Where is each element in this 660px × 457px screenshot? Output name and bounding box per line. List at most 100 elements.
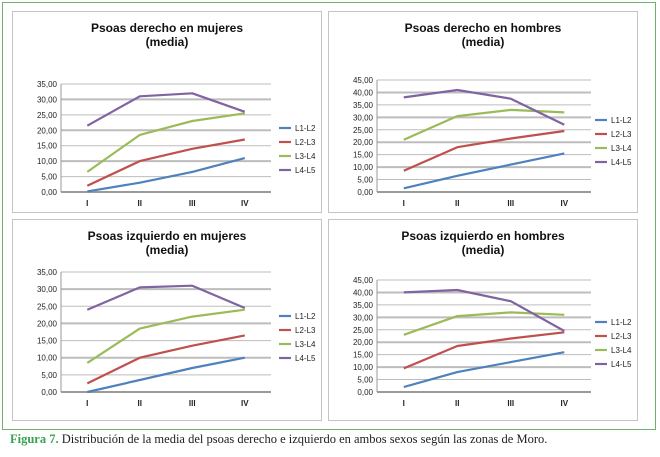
x-tick-label: III <box>189 399 196 408</box>
x-tick-label: IV <box>560 199 568 208</box>
legend-label-l3-l4: L3-L4 <box>611 346 632 355</box>
series-line-l3-l4 <box>403 311 565 336</box>
y-tick-label: 30,00 <box>37 285 58 294</box>
chart-svg-psoas-derecho-mujeres: Psoas derecho en mujeres(media) 0,00 5,00 1… <box>37 21 316 208</box>
legend-label-l1-l2: L1-L2 <box>295 124 316 133</box>
x-tick-label: II <box>455 199 459 208</box>
y-tick-label: 25,00 <box>37 302 58 311</box>
legend-label-l2-l3: L2-L3 <box>611 332 632 341</box>
y-tick-label: 20,00 <box>353 138 374 147</box>
y-tick-label: 20,00 <box>37 126 58 135</box>
chart-panel-psoas-izquierdo-hombres: Psoas izquierdo en hombres (media) 0,00 5,0… <box>328 219 638 421</box>
x-tick-label: II <box>138 399 142 408</box>
y-tick-label: 25,00 <box>353 326 374 335</box>
y-tick-label: 30,00 <box>353 313 374 322</box>
y-tick-label: 5,00 <box>41 173 57 182</box>
y-tick-label: 0,00 <box>357 188 373 197</box>
legend-label-l1-l2: L1-L2 <box>611 116 632 125</box>
x-tick-label: I <box>86 199 88 208</box>
y-tick-label: 40,00 <box>353 288 374 297</box>
y-tick-label: 5,00 <box>41 371 57 380</box>
y-tick-label: 40,00 <box>353 88 374 97</box>
chart-subtitle: (media) <box>462 243 505 257</box>
y-tick-label: 20,00 <box>353 338 374 347</box>
x-tick-label: II <box>455 399 459 408</box>
x-tick-label: III <box>507 199 514 208</box>
y-tick-label: 35,00 <box>353 101 374 110</box>
caption-label: Figura 7. <box>10 432 59 446</box>
y-tick-label: 5,00 <box>357 176 373 185</box>
series-line-l3-l4 <box>86 112 245 173</box>
legend-label-l1-l2: L1-L2 <box>611 318 632 327</box>
chart-subtitle: (media) <box>146 243 189 257</box>
x-tick-label: IV <box>241 199 249 208</box>
y-tick-label: 45,00 <box>353 276 374 285</box>
series-line-l3-l4 <box>86 308 245 364</box>
series-line-l2-l3 <box>86 138 245 187</box>
x-tick-label: I <box>403 399 405 408</box>
y-tick-label: 45,00 <box>353 76 374 85</box>
chart-title: Psoas izquierdo en mujeres <box>88 229 247 243</box>
y-tick-label: 0,00 <box>41 188 57 197</box>
chart-title: Psoas derecho en hombres <box>405 21 562 35</box>
x-tick-label: I <box>86 399 88 408</box>
y-tick-label: 15,00 <box>353 351 374 360</box>
series-line-l2-l3 <box>403 129 565 172</box>
legend-label-l4-l5: L4-L5 <box>295 166 316 175</box>
legend-label-l3-l4: L3-L4 <box>295 340 316 349</box>
chart-svg-psoas-izquierdo-mujeres: Psoas izquierdo en mujeres(media) 0,00 5,0… <box>37 229 316 408</box>
y-tick-label: 30,00 <box>37 95 58 104</box>
y-tick-label: 10,00 <box>37 157 58 166</box>
series-line-l1-l2 <box>87 356 246 394</box>
chart-panel-psoas-izquierdo-mujeres: Psoas izquierdo en mujeres (media) 0,00 5,0… <box>12 219 322 421</box>
x-tick-label: III <box>507 399 514 408</box>
caption-text: Distribución de la media del psoas derec… <box>61 432 548 446</box>
legend-label-l2-l3: L2-L3 <box>611 130 632 139</box>
y-tick-label: 35,00 <box>353 301 374 310</box>
series-line-l4-l5 <box>403 88 565 126</box>
legend-label-l3-l4: L3-L4 <box>295 152 316 161</box>
chart-panel-psoas-derecho-hombres: Psoas derecho en hombres (media) 0,00 5,00 1… <box>328 11 638 213</box>
y-tick-label: 20,00 <box>37 319 58 328</box>
y-tick-label: 10,00 <box>353 163 374 172</box>
y-tick-label: 15,00 <box>37 142 58 151</box>
legend-label-l3-l4: L3-L4 <box>611 144 632 153</box>
legend-label-l2-l3: L2-L3 <box>295 326 316 335</box>
chart-subtitle: (media) <box>462 35 505 49</box>
chart-svg-psoas-derecho-hombres: Psoas derecho en hombres(media) 0,00 5,00 1… <box>353 21 632 208</box>
y-tick-label: 30,00 <box>353 113 374 122</box>
series-line-l4-l5 <box>86 284 246 311</box>
y-tick-label: 15,00 <box>353 151 374 160</box>
series-line-l2-l3 <box>86 334 246 385</box>
legend-label-l4-l5: L4-L5 <box>295 354 316 363</box>
y-tick-label: 0,00 <box>357 388 373 397</box>
legend-label-l4-l5: L4-L5 <box>611 158 632 167</box>
y-tick-label: 10,00 <box>353 363 374 372</box>
figure-caption: Figura 7. Distribución de la media del p… <box>10 432 655 447</box>
y-tick-label: 25,00 <box>353 126 374 135</box>
y-tick-label: 35,00 <box>37 80 58 89</box>
series-line-l1-l2 <box>403 351 565 389</box>
y-tick-label: 25,00 <box>37 111 58 120</box>
x-tick-label: III <box>189 199 196 208</box>
series-line-l1-l2 <box>403 152 565 190</box>
chart-title: Psoas derecho en mujeres <box>91 21 243 35</box>
chart-svg-psoas-izquierdo-hombres: Psoas izquierdo en hombres(media) 0,00 5,0… <box>353 229 632 408</box>
x-tick-label: I <box>403 199 405 208</box>
chart-subtitle: (media) <box>146 35 189 49</box>
figure-frame: Psoas derecho en mujeres (media) 0,00 5,00 1… <box>2 2 656 430</box>
x-tick-label: II <box>138 199 142 208</box>
chart-panel-psoas-derecho-mujeres: Psoas derecho en mujeres (media) 0,00 5,00 1… <box>12 11 322 213</box>
legend-label-l4-l5: L4-L5 <box>611 360 632 369</box>
legend-label-l1-l2: L1-L2 <box>295 312 316 321</box>
chart-title: Psoas izquierdo en hombres <box>401 229 565 243</box>
series-line-l2-l3 <box>403 331 565 370</box>
y-tick-label: 15,00 <box>37 337 58 346</box>
y-tick-label: 35,00 <box>37 268 58 277</box>
x-tick-label: IV <box>560 399 568 408</box>
series-line-l4-l5 <box>86 92 246 127</box>
legend-label-l2-l3: L2-L3 <box>295 138 316 147</box>
y-tick-label: 0,00 <box>41 388 57 397</box>
series-line-l1-l2 <box>87 157 246 193</box>
y-tick-label: 5,00 <box>357 376 373 385</box>
